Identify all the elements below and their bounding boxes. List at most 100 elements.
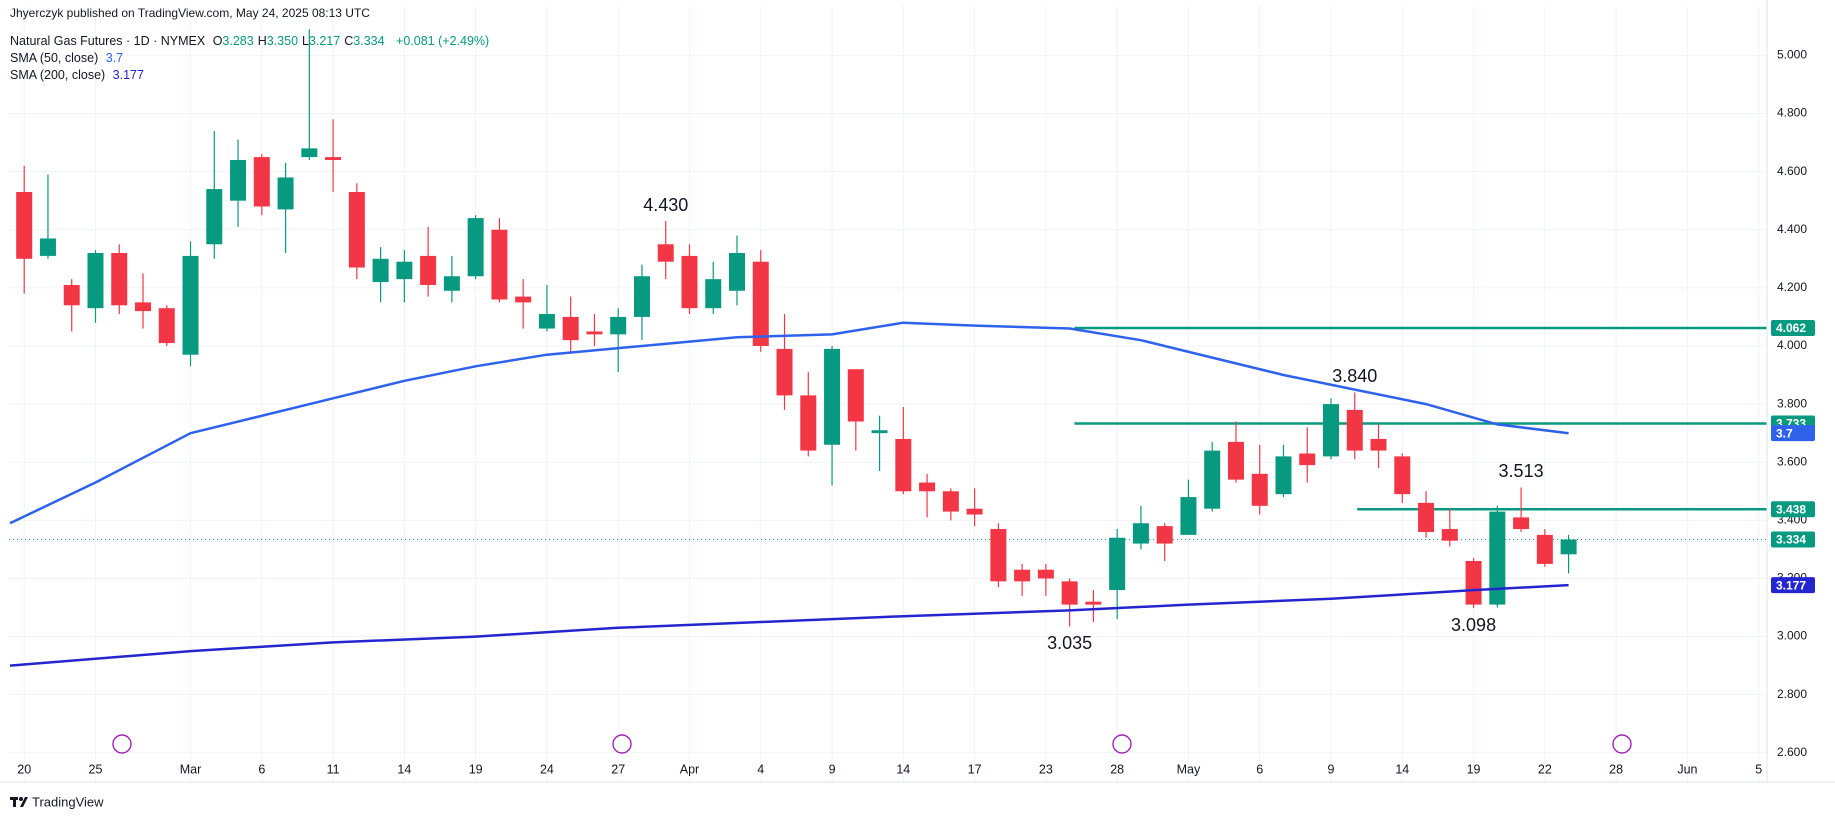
x-tick-label: 23 [1039,762,1053,776]
candle-body [1299,453,1316,466]
candle-body [515,296,532,303]
x-tick-label: 6 [1256,762,1263,776]
y-tick-label: 4.400 [1777,222,1807,236]
ohlc-key: C [344,34,354,48]
candle-body [1204,450,1221,509]
candle-body [610,316,627,335]
event-icons[interactable] [112,734,1632,754]
candle-body [1109,537,1126,591]
plot [9,29,1767,667]
symbol: Natural Gas Futures · 1D · NYMEX [10,34,206,48]
candle-body [1132,523,1149,544]
annotation: 4.430 [643,195,688,215]
last-price-box [1771,531,1815,548]
candle-body [253,157,270,207]
level-label: 4.062 [1776,321,1806,335]
candle-body [1560,539,1577,555]
candle-body [657,244,674,262]
x-tick-label: May [1177,762,1201,776]
x-tick-label: 28 [1110,762,1124,776]
candle-body [1061,581,1078,605]
candle-body [681,255,698,309]
candle-body [1156,526,1173,544]
candle-body [586,331,603,335]
candle-body [443,276,460,291]
sma-value-box [1771,577,1815,594]
candle-body [420,255,437,285]
x-tick-label: 4 [757,762,764,776]
candle-body [182,255,199,355]
publisher: Jhyerczyk published on TradingView.com, … [10,6,370,20]
event-icon[interactable] [612,734,632,754]
candle-body [63,284,80,306]
candle-body [1489,511,1506,605]
annotation: 3.035 [1047,633,1092,653]
x-tick-label: 9 [829,762,836,776]
ohlc-value: 3.334 [353,34,385,48]
candle-body [1465,561,1482,605]
candle-body [1536,534,1553,564]
candle-body [942,491,959,512]
sma-value: 3.7 [105,51,124,65]
sma-value-label: 3.177 [1776,578,1806,592]
footer-brand: TradingView [32,794,104,809]
candle-body [895,438,912,492]
ohlc-key: O [212,34,223,48]
candle-body [230,160,247,201]
candle-body [847,369,864,422]
candle-body [1227,441,1244,480]
y-tick-label: 4.000 [1777,338,1807,352]
candle-body [871,430,888,434]
candle-body [633,276,650,317]
ohlc-key: L [302,34,309,48]
candle-body [800,395,817,451]
candle-body [491,229,508,300]
annotation: 3.098 [1451,615,1496,635]
x-tick-label: 22 [1538,762,1552,776]
x-tick-label: Mar [180,762,202,776]
candle-body [752,261,769,346]
candle-body [1180,497,1197,535]
x-tick-label: Apr [680,762,699,776]
event-icon[interactable] [1112,734,1132,754]
annotation: 3.513 [1499,461,1544,481]
sma-name: SMA (200, close) [10,68,106,82]
sma-value: 3.177 [112,68,144,82]
x-tick-label: 9 [1328,762,1335,776]
ohlc-value: 3.217 [308,34,341,48]
candle-body [824,348,841,445]
event-icon[interactable] [112,734,132,754]
sma-legend: SMA (50, close) 3.7 [10,51,127,65]
x-tick-label: 14 [896,762,910,776]
candle-body [1441,529,1458,541]
x-tick-label: 28 [1609,762,1623,776]
ohlc: O3.283 H3.350 L3.217 C3.334 [213,34,389,48]
candle-body [1275,456,1292,495]
x-tick-label: 11 [327,762,340,776]
ohlc-key: H [257,34,267,48]
candle-body [1346,409,1363,451]
ohlc-value: 3.283 [222,34,254,48]
x-tick-label: 27 [611,762,625,776]
candle-body [990,529,1007,582]
candle-body [158,308,175,344]
change: +0.081 (+2.49%) [396,34,490,48]
x-tick-label: 20 [17,762,31,776]
y-tick-label: 5.000 [1777,48,1807,62]
level-box [1771,501,1815,518]
grid [9,6,1767,782]
y-tick-label: 4.200 [1777,280,1807,294]
event-icon[interactable] [1612,734,1632,754]
sma-line [9,321,1569,525]
symbol-legend: Natural Gas Futures · 1D · NYMEX O3.283 H… [10,34,493,48]
y-tick-label: 3.800 [1777,396,1807,410]
candle-body [1251,473,1268,506]
annotation: 3.840 [1332,366,1377,386]
x-tick-label: 14 [397,762,411,776]
sma-name: SMA (50, close) [10,51,99,65]
sma-line [9,583,1569,667]
candle-body [1014,569,1031,582]
candle-body [135,302,152,312]
candle-body [206,189,223,245]
